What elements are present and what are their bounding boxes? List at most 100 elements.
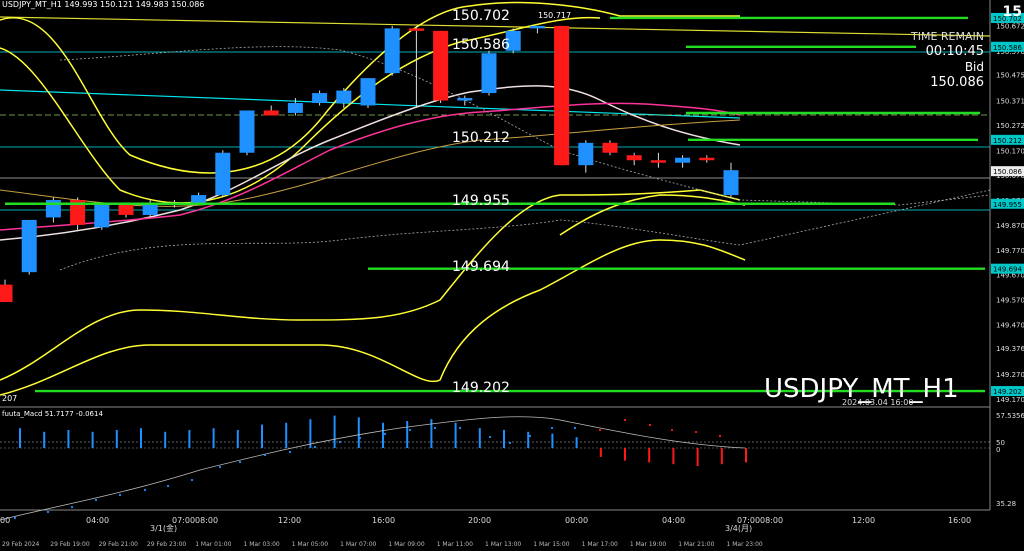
y-tick-label: 149.570 — [996, 297, 1024, 305]
macd-dot — [313, 445, 317, 449]
candle-body — [0, 284, 13, 303]
macd-dot — [598, 428, 602, 432]
band-line — [0, 1, 740, 174]
chart-header: USDJPY_MT_H1 149.993 150.121 149.983 150… — [2, 0, 205, 9]
axis-price-label: 149.694 — [993, 266, 1022, 274]
band-line — [0, 16, 601, 204]
x-bottom-tick: 1 Mar 05:00 — [292, 541, 328, 548]
timestamp: 2024.03.04 16:00 — [842, 398, 914, 407]
macd-axis-label: 0 — [996, 446, 1000, 454]
price-label-l3: 149.955 — [452, 193, 510, 209]
candle-body — [578, 142, 594, 166]
x-bottom-tick: 1 Mar 09:00 — [388, 541, 424, 548]
macd-dot — [288, 450, 292, 454]
macd-dot — [718, 434, 722, 438]
y-tick-label: 149.170 — [996, 396, 1024, 404]
y-tick-label: 150.272 — [996, 122, 1024, 130]
macd-axis-label: 57.5356 — [996, 412, 1024, 420]
macd-signal-line — [0, 416, 746, 521]
bid-label: Bid — [964, 60, 984, 74]
y-tick-label: 150.170 — [996, 147, 1024, 155]
candle-body — [481, 53, 497, 94]
x-bottom-tick: 29 Feb 21:00 — [99, 541, 139, 548]
indicator-label: fuuta_Macd 51.7177 -0.0614 — [2, 410, 103, 418]
candle-body — [118, 205, 134, 215]
axis-price-label: 150.702 — [993, 15, 1022, 23]
macd-dot — [670, 428, 674, 432]
candle-body — [699, 157, 715, 161]
cloud-dotted — [59, 189, 991, 271]
macd-dot — [648, 423, 652, 427]
x-top-tick: 16:00 — [948, 516, 971, 525]
price-label-l5: 149.202 — [452, 380, 510, 396]
axis-price-label: 150.212 — [993, 137, 1022, 145]
x-top-tick: 07:0008:00 — [737, 516, 783, 525]
x-bottom-tick: 29 Feb 19:00 — [50, 541, 90, 548]
macd-dot — [433, 426, 437, 430]
candle-body — [215, 152, 231, 196]
band-line — [0, 189, 741, 381]
time-remain-value: 00:10:45 — [925, 44, 984, 59]
x-top-tick: 3/1(金) — [150, 523, 177, 533]
macd-dot — [13, 516, 17, 520]
macd-dot — [338, 440, 342, 444]
y-tick-label: 150.475 — [996, 71, 1024, 79]
candle-body — [384, 28, 400, 74]
candle-body — [94, 205, 110, 228]
band-line — [0, 239, 746, 396]
axis-price-box — [991, 12, 1024, 23]
candle-body — [457, 98, 473, 101]
y-tick-label: 149.670 — [996, 272, 1024, 280]
candle-body — [602, 142, 618, 153]
candle-body — [723, 170, 739, 196]
macd-dot — [143, 488, 147, 492]
axis-price-box — [991, 166, 1024, 177]
x-bottom-tick: 1 Mar 03:00 — [244, 541, 280, 548]
axis-price-box — [991, 198, 1024, 209]
macd-dot — [488, 435, 492, 439]
macd-dot — [70, 505, 74, 509]
candle-body — [650, 160, 666, 163]
corner-label: 15 — [1002, 4, 1022, 20]
macd-dot — [118, 493, 122, 497]
macd-dot — [94, 498, 98, 502]
axis-price-label: 150.586 — [993, 44, 1022, 52]
macd-dot — [358, 436, 362, 440]
candle-body — [554, 25, 570, 166]
macd-dot — [238, 460, 242, 464]
candle-body — [675, 157, 691, 163]
ma-white — [0, 85, 741, 241]
x-top-tick: 12:00 — [852, 516, 875, 525]
macd-dot — [508, 441, 512, 445]
axis-price-box — [991, 41, 1024, 52]
x-bottom-tick: 29 Feb 23:00 — [147, 541, 187, 548]
price-label-high: 150.702 — [452, 8, 510, 24]
candle-body — [433, 30, 449, 101]
y-tick-label: 149.870 — [996, 222, 1024, 230]
macd-dot — [573, 426, 577, 430]
x-bottom-tick: 1 Mar 01:00 — [195, 541, 231, 548]
x-top-tick: 04:00 — [662, 516, 685, 525]
x-bottom-tick: 1 Mar 23:00 — [727, 541, 763, 548]
band-line — [559, 194, 746, 236]
macd-dot — [218, 465, 222, 469]
y-tick-label: 149.270 — [996, 371, 1024, 379]
bid-value: 150.086 — [930, 75, 984, 90]
price-label-l2: 150.212 — [452, 130, 510, 146]
x-top-tick: 04:00 — [86, 516, 109, 525]
candle-body — [142, 202, 158, 215]
macd-dot — [408, 428, 412, 432]
x-bottom-tick: 1 Mar 11:00 — [437, 541, 473, 548]
macd-dot — [383, 432, 387, 436]
macd-dot — [550, 426, 554, 430]
price-label-high-small: 150.717 — [538, 11, 572, 20]
price-label-l4: 149.694 — [452, 259, 510, 275]
cloud-dotted-2 — [59, 46, 991, 206]
axis-price-box — [991, 386, 1024, 397]
x-bottom-tick: 1 Mar 17:00 — [582, 541, 618, 548]
candle-body — [529, 25, 545, 29]
x-top-tick: 07:0008:00 — [172, 516, 218, 525]
x-top-tick: 12:00 — [278, 516, 301, 525]
x-top-tick: 3/4(月) — [725, 524, 752, 533]
